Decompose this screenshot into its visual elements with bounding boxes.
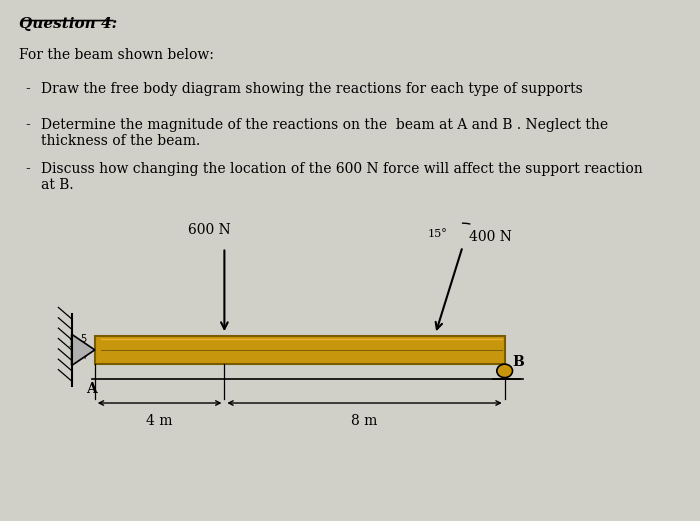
Text: 15°: 15°	[428, 229, 447, 239]
Text: A: A	[86, 382, 97, 396]
Text: Question 4:: Question 4:	[20, 17, 118, 31]
Circle shape	[497, 364, 512, 378]
Text: -: -	[25, 118, 30, 132]
Text: 3: 3	[68, 339, 74, 349]
Polygon shape	[71, 334, 94, 366]
Text: Draw the free body diagram showing the reactions for each type of supports: Draw the free body diagram showing the r…	[41, 82, 582, 96]
Text: 4: 4	[80, 351, 86, 361]
Text: Determine the magnitude of the reactions on the  beam at A and B . Neglect the
t: Determine the magnitude of the reactions…	[41, 118, 608, 148]
Text: For the beam shown below:: For the beam shown below:	[20, 48, 214, 62]
Text: 600 N: 600 N	[188, 223, 231, 237]
Text: B: B	[512, 355, 524, 368]
Text: 400 N: 400 N	[469, 230, 512, 244]
Text: -: -	[25, 82, 30, 96]
Text: 4 m: 4 m	[146, 414, 173, 428]
Text: -: -	[25, 162, 30, 176]
Bar	[94, 336, 505, 364]
Text: 8 m: 8 m	[351, 414, 378, 428]
Text: Discuss how changing the location of the 600 N force will affect the support rea: Discuss how changing the location of the…	[41, 162, 643, 192]
Text: 5: 5	[80, 334, 86, 344]
